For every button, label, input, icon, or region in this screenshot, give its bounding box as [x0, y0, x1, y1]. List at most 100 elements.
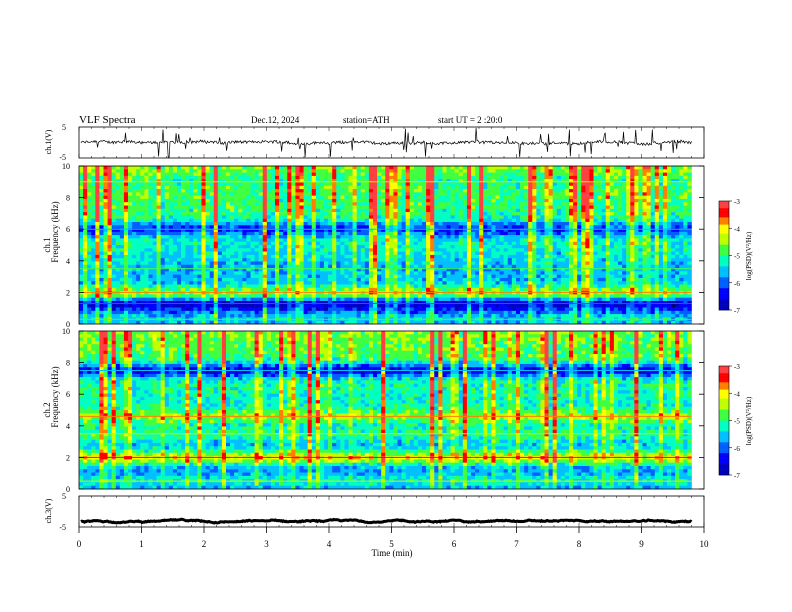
- spectrogram-cell: [462, 221, 468, 226]
- spectrogram-cell: [560, 179, 566, 183]
- spectrogram-cell: [148, 212, 153, 216]
- spectrogram-cell: [426, 179, 431, 183]
- spectrogram-cell: [675, 231, 680, 236]
- spectrogram-cell: [622, 241, 627, 246]
- spectrogram-cell: [201, 215, 206, 219]
- spectrogram-cell: [499, 198, 504, 203]
- spectrogram-cell: [613, 202, 619, 206]
- spectrogram-cell: [446, 261, 451, 266]
- spectrogram-cell: [132, 208, 137, 213]
- spectrogram-cell: [348, 258, 353, 262]
- spectrogram-cell: [667, 258, 672, 262]
- spectrogram-cell: [332, 258, 337, 262]
- spectrogram-cell: [618, 212, 623, 216]
- spectrogram-cell: [634, 225, 639, 229]
- spectrogram-cell: [658, 221, 664, 226]
- spectrogram-cell: [405, 192, 411, 196]
- spectrogram-cell: [209, 238, 215, 243]
- spectrogram-cell: [307, 172, 313, 177]
- spectrogram-cell: [83, 215, 88, 219]
- spectrogram-cell: [589, 248, 594, 252]
- spectrogram-cell: [172, 225, 178, 229]
- spectrogram-cell: [662, 185, 668, 190]
- spectrogram-cell: [618, 179, 623, 183]
- spectrogram-cell: [132, 185, 137, 190]
- spectrogram-cell: [654, 231, 660, 236]
- spectrogram-cell: [99, 238, 104, 243]
- spectrogram-cell: [483, 225, 488, 229]
- spectrogram-cell: [83, 264, 88, 269]
- spectrogram-cell: [389, 169, 394, 173]
- spectrogram-cell: [422, 225, 427, 229]
- spectrogram-cell: [430, 245, 435, 249]
- spectrogram-cell: [193, 264, 198, 269]
- spectrogram-cell: [560, 212, 566, 216]
- spectrogram-cell: [626, 185, 631, 190]
- spectrogram-cell: [87, 212, 92, 216]
- spectrogram-cell: [123, 261, 129, 266]
- spectrogram-cell: [266, 231, 272, 236]
- spectrogram-cell: [197, 208, 202, 213]
- spectrogram-cell: [573, 261, 578, 266]
- spectrogram-cell: [83, 185, 88, 190]
- spectrogram-cell: [246, 179, 251, 183]
- spectrogram-cell: [242, 202, 247, 206]
- spectrogram-cell: [340, 264, 345, 269]
- spectrogram-cell: [270, 264, 276, 269]
- spectrogram-cell: [209, 195, 215, 200]
- spectrogram-cell: [622, 231, 627, 236]
- spectrogram-cell: [430, 254, 435, 259]
- spectrogram-cell: [344, 218, 349, 223]
- spectrogram-cell: [348, 228, 353, 233]
- spectrogram-cell: [601, 166, 607, 170]
- spectrogram-cell: [438, 195, 443, 200]
- spectrogram-cell: [569, 189, 574, 193]
- spectrogram-cell: [634, 238, 639, 243]
- spectrogram-cell: [144, 185, 149, 190]
- spectrogram-cell: [397, 175, 402, 180]
- spectrogram-cell: [295, 198, 300, 203]
- spectrogram-cell: [234, 172, 239, 177]
- spectrogram-cell: [287, 205, 292, 210]
- spectrogram-cell: [332, 235, 337, 239]
- spectrogram-cell: [475, 169, 480, 173]
- spectrogram-cell: [528, 192, 533, 196]
- spectrogram-cell: [168, 238, 174, 243]
- spectrogram-cell: [360, 225, 366, 229]
- spectrogram-cell: [393, 189, 398, 193]
- spectrogram-cell: [675, 268, 680, 272]
- spectrogram-cell: [499, 245, 504, 249]
- spectrogram-cell: [246, 212, 251, 216]
- spectrogram-cell: [507, 172, 513, 177]
- spectrogram-cell: [136, 172, 141, 177]
- spectrogram-cell: [422, 195, 427, 200]
- spectrogram-cell: [397, 221, 402, 226]
- spectrogram-cell: [475, 225, 480, 229]
- spectrogram-cell: [115, 208, 121, 213]
- spectrogram-cell: [324, 175, 329, 180]
- spectrogram-cell: [630, 182, 635, 187]
- spectrogram-cell: [426, 221, 431, 226]
- spectrogram-cell: [364, 169, 370, 173]
- spectrogram-cell: [683, 228, 688, 233]
- spectrogram-cell: [177, 245, 182, 249]
- spectrogram-cell: [213, 205, 219, 210]
- spectrogram-cell: [622, 264, 627, 269]
- spectrogram-cell: [687, 225, 692, 229]
- spectrogram-cell: [646, 175, 651, 180]
- spectrogram-cell: [401, 208, 406, 213]
- spectrogram-cell: [254, 169, 259, 173]
- spectrogram-cell: [507, 218, 513, 223]
- spectrogram-cell: [520, 245, 525, 249]
- spectrogram-cell: [426, 251, 431, 256]
- spectrogram-cell: [630, 195, 635, 200]
- spectrogram-cell: [336, 172, 341, 177]
- spectrogram-cell: [475, 271, 480, 275]
- spectrogram-cell: [373, 231, 378, 236]
- spectrogram-cell: [250, 185, 255, 190]
- spectrogram-cell: [160, 195, 166, 200]
- spectrogram-cell: [352, 268, 357, 272]
- spectrogram-cell: [373, 202, 378, 206]
- spectrogram-cell: [667, 264, 672, 269]
- spectrogram-cell: [409, 166, 415, 170]
